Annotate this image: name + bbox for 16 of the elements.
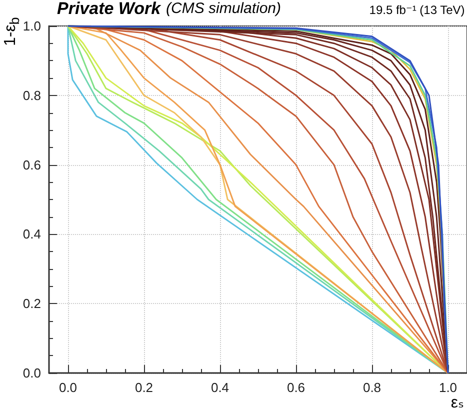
x-tick-label: 0.0 [58,380,78,395]
y-tick-label: 0.2 [22,296,41,312]
x-tick-label: 0.8 [362,380,382,395]
y-tick-label: 0.8 [22,88,41,103]
chart-subtitle: (CMS simulation) [166,0,282,17]
x-tick-label: 0.2 [134,380,154,395]
y-tick-label: 0.0 [22,366,41,380]
x-axis-title: εₛ [450,394,464,412]
y-tick-label: 1.0 [22,18,41,34]
x-tick-label: 0.6 [286,380,306,395]
chart-title: Private Work [57,0,162,18]
x-tick-label: 1.0 [438,380,458,395]
y-tick-label: 0.6 [22,157,41,172]
text: 19.5 fb⁻¹ (13 TeV) [369,3,465,17]
y-tick-label: 0.4 [22,226,41,242]
x-tick-label: 0.4 [210,380,230,395]
